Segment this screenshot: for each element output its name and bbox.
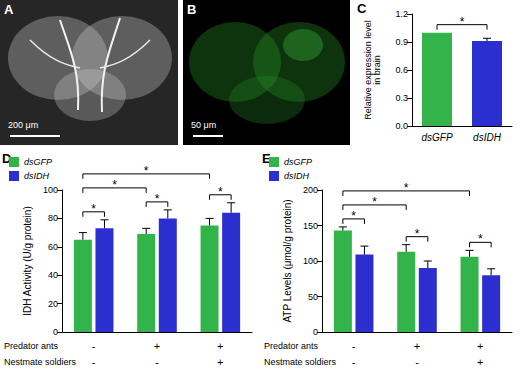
svg-text:dsGFP: dsGFP <box>284 157 312 167</box>
svg-text:0.3: 0.3 <box>395 93 408 103</box>
svg-text:+: + <box>217 356 223 368</box>
svg-text:C: C <box>357 1 367 16</box>
svg-text:0.6: 0.6 <box>395 65 408 75</box>
svg-text:*: * <box>91 202 96 216</box>
svg-text:*: * <box>372 195 377 209</box>
svg-text:*: * <box>155 192 160 206</box>
svg-text:40: 40 <box>48 270 58 280</box>
html-text:50 μm: 50 μm <box>191 120 217 130</box>
svg-text:E: E <box>262 151 271 166</box>
svg-text:IDH Activity (U/g protein): IDH Activity (U/g protein) <box>22 206 33 315</box>
svg-text:Relative expression level: Relative expression level <box>362 20 373 120</box>
svg-text:in brain: in brain <box>372 55 382 85</box>
svg-text:+: + <box>154 340 160 352</box>
html-text:200 μm: 200 μm <box>8 120 39 130</box>
html-text:B: B <box>187 2 197 17</box>
svg-text:+: + <box>414 340 420 352</box>
svg-text:0.9: 0.9 <box>395 37 408 47</box>
svg-text:Predator ants: Predator ants <box>264 341 319 351</box>
svg-text:-: - <box>92 356 96 368</box>
svg-text:20: 20 <box>48 299 58 309</box>
svg-text:*: * <box>404 181 409 195</box>
svg-text:ATP Levels (μmol/g protein): ATP Levels (μmol/g protein) <box>282 199 293 322</box>
svg-text:D: D <box>2 151 12 166</box>
svg-text:60: 60 <box>48 242 58 252</box>
html-text:A: A <box>4 2 14 17</box>
svg-text:*: * <box>351 209 356 223</box>
svg-text:dsIDH: dsIDH <box>473 132 502 143</box>
svg-text:-: - <box>92 340 96 352</box>
svg-text:*: * <box>415 227 420 241</box>
svg-text:+: + <box>217 340 223 352</box>
svg-text:Nestmate soldiers: Nestmate soldiers <box>4 357 77 367</box>
svg-text:80: 80 <box>48 213 58 223</box>
svg-text:-: - <box>155 356 159 368</box>
svg-text:Nestmate soldiers: Nestmate soldiers <box>264 357 337 367</box>
svg-text:0.0: 0.0 <box>395 121 408 131</box>
svg-text:100: 100 <box>303 256 318 266</box>
svg-text:*: * <box>218 185 223 199</box>
svg-text:*: * <box>460 15 465 29</box>
svg-text:+: + <box>477 356 483 368</box>
svg-text:dsGFP: dsGFP <box>421 132 452 143</box>
svg-text:100: 100 <box>43 185 58 195</box>
svg-text:*: * <box>112 178 117 192</box>
svg-text:dsGFP: dsGFP <box>24 157 52 167</box>
svg-text:-: - <box>352 356 356 368</box>
svg-text:1.2: 1.2 <box>395 9 408 19</box>
svg-text:*: * <box>144 164 149 178</box>
svg-text:-: - <box>415 356 419 368</box>
svg-text:50: 50 <box>308 292 318 302</box>
svg-text:0: 0 <box>53 327 58 337</box>
svg-text:0: 0 <box>313 327 318 337</box>
svg-text:150: 150 <box>303 221 318 231</box>
svg-text:200: 200 <box>303 185 318 195</box>
svg-text:*: * <box>478 232 483 246</box>
svg-text:+: + <box>477 340 483 352</box>
svg-text:-: - <box>352 340 356 352</box>
svg-text:dsIDH: dsIDH <box>284 171 310 181</box>
svg-text:Predator ants: Predator ants <box>4 341 59 351</box>
svg-text:dsIDH: dsIDH <box>24 171 50 181</box>
